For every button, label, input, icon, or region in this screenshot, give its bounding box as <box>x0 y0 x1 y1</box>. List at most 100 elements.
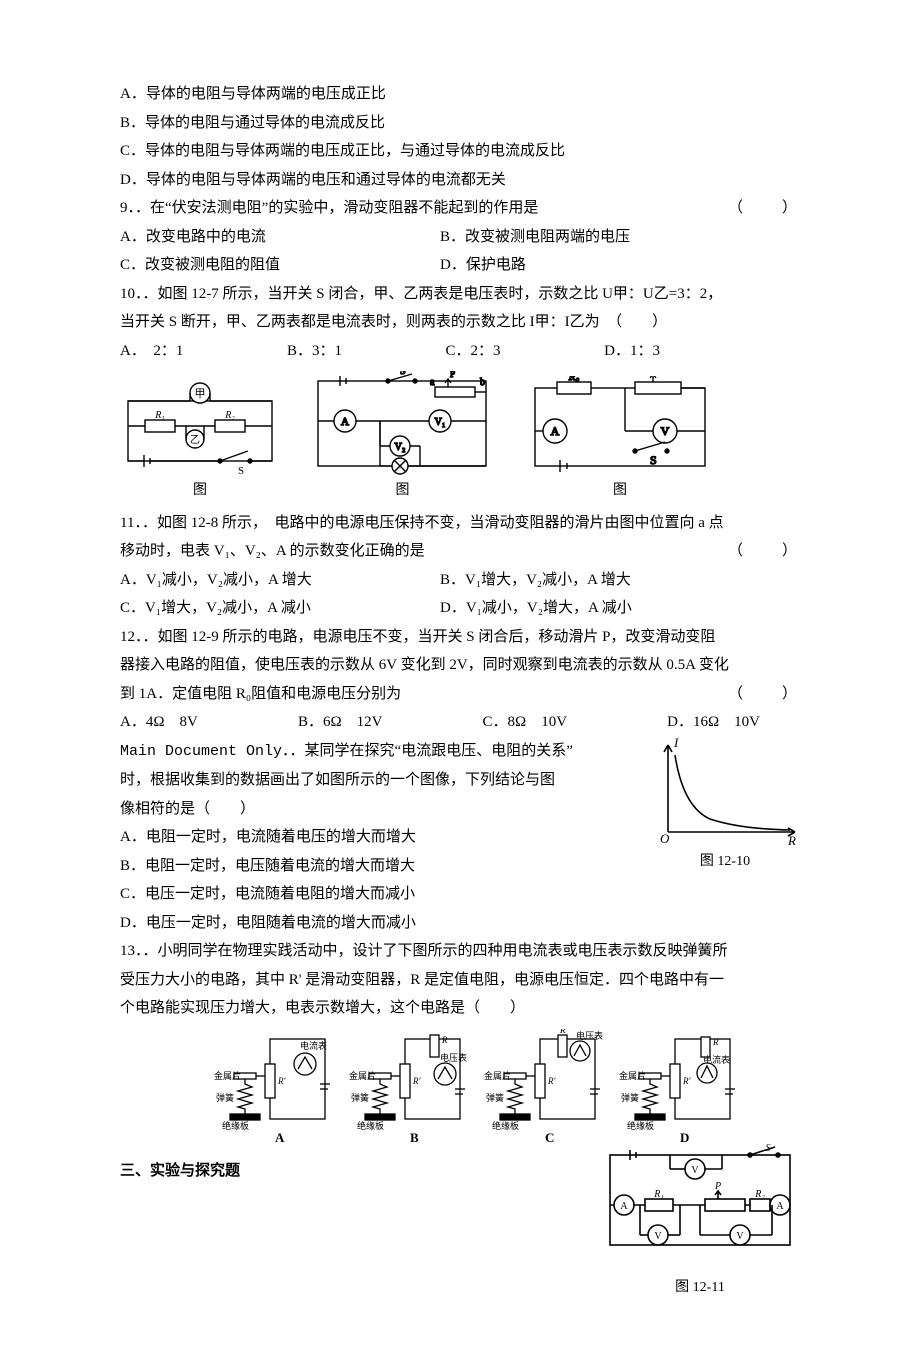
figure-12-9: R₀ P A V <box>525 376 715 505</box>
q11-stem2: 移动时，电表 V₁、V₂、A 的示数变化正确的是 <box>120 537 425 566</box>
svg-text:S: S <box>238 465 244 476</box>
q9-opt-d: D．保护电路 <box>440 251 526 280</box>
fig7-caption: 图 <box>120 478 280 505</box>
svg-text:O: O <box>660 831 670 846</box>
q10-stem1: 10．．如图 12-7 所示，当开关 S 闭合，甲、乙两表是电压表时，示数之比 … <box>120 280 800 309</box>
svg-text:R₂: R₂ <box>754 1189 765 1200</box>
figure-12-10: I R O 图 12-10 <box>650 737 800 876</box>
qmdo-opt-c: C．电压一定时，电流随着电阻的增大而减小 <box>120 880 800 909</box>
svg-text:D: D <box>680 1130 689 1145</box>
figure-12-8: S a b P A V₁ V₂ <box>310 371 495 505</box>
svg-text:R: R <box>712 1037 719 1047</box>
q9-opts-row2: C．改变被测电阻的阻值 D．保护电路 <box>120 251 800 280</box>
svg-text:b: b <box>480 377 485 388</box>
q12-opt-d: D．16Ω 10V <box>667 708 760 737</box>
q11-opt-c: C．V₁增大，V₂减小，A 减小 <box>120 594 440 623</box>
svg-text:P: P <box>659 376 665 378</box>
q11-row2: C．V₁增大，V₂减小，A 减小 D．V₁减小，V₂增大，A 减小 <box>120 594 800 623</box>
svg-text:V₂: V₂ <box>395 442 406 453</box>
q8-option-b: B．导体的电阻与通过导体的电流成反比 <box>120 109 800 138</box>
svg-text:R': R' <box>277 1076 286 1086</box>
q10-opt-b: B．3：1 <box>287 337 342 366</box>
svg-text:R: R <box>787 833 796 847</box>
q13-panels-svg: 金属片 弹簧 绝缘板 R' 电流表 A <box>210 1029 750 1149</box>
q12-opt-b: B．6Ω 12V <box>298 708 383 737</box>
figure-12-7: 甲 乙 R₁ R₂ S 图 <box>120 381 280 505</box>
svg-text:R': R' <box>412 1076 421 1086</box>
fig9-caption: 图 <box>525 478 715 505</box>
q13-stem3: 个电路能实现压力增大，电表示数增大，这个电路是（ ） <box>120 994 800 1023</box>
q10-opts: A． 2：1 B．3：1 C．2：3 D．1：3 <box>120 337 660 366</box>
q12-paren: （ ） <box>728 680 800 709</box>
q9-opt-b: B．改变被测电阻两端的电压 <box>440 223 630 252</box>
q11-opt-b: B．V₁增大，V₂减小，A 增大 <box>440 566 631 595</box>
svg-text:S: S <box>400 371 406 377</box>
svg-text:I: I <box>673 737 679 750</box>
svg-text:R₂: R₂ <box>224 410 235 421</box>
svg-text:C: C <box>545 1130 554 1145</box>
svg-text:S: S <box>766 1143 771 1154</box>
svg-text:B: B <box>410 1130 419 1145</box>
svg-text:电流表: 电流表 <box>300 1040 327 1051</box>
q11-opt-d: D．V₁减小，V₂增大，A 减小 <box>440 594 632 623</box>
svg-text:弹簧: 弹簧 <box>216 1092 234 1103</box>
q11-stem1: 11．．如图 12-8 所示， 电路中的电源电压保持不变，当滑动变阻器的滑片由图… <box>120 509 800 538</box>
q12-opt-a: A．4Ω 8V <box>120 708 198 737</box>
svg-text:V₁: V₁ <box>435 417 446 428</box>
q11-row1: A．V₁减小，V₂减小，A 增大 B．V₁增大，V₂减小，A 增大 <box>120 566 800 595</box>
svg-text:R: R <box>559 1029 566 1035</box>
q10-opt-c: C．2：3 <box>446 337 501 366</box>
svg-text:P: P <box>450 371 455 379</box>
q8-option-d: D．导体的电阻与导体两端的电压和通过导体的电流都无关 <box>120 166 800 195</box>
q8-option-a: A．导体的电阻与导体两端的电压成正比 <box>120 80 800 109</box>
qmdo-lead: Main Document Only．． <box>120 743 305 760</box>
svg-text:绝缘板: 绝缘板 <box>492 1120 519 1131</box>
svg-text:A: A <box>341 416 349 428</box>
q9-opt-a: A．改变电路中的电流 <box>120 223 440 252</box>
q11-opt-a: A．V₁减小，V₂减小，A 增大 <box>120 566 440 595</box>
svg-text:R': R' <box>682 1076 691 1086</box>
q9-opt-c: C．改变被测电阻的阻值 <box>120 251 440 280</box>
svg-text:弹簧: 弹簧 <box>351 1092 369 1103</box>
svg-text:绝缘板: 绝缘板 <box>627 1120 654 1131</box>
q12-opt-c: C．8Ω 10V <box>483 708 568 737</box>
svg-text:乙: 乙 <box>190 434 200 446</box>
svg-text:A: A <box>551 424 560 438</box>
svg-text:绝缘板: 绝缘板 <box>222 1120 249 1131</box>
qmdo-stem1: 某同学在探究“电流跟电压、电阻的关系” <box>305 743 573 759</box>
q10-opt-d: D．1：3 <box>604 337 660 366</box>
svg-text:绝缘板: 绝缘板 <box>357 1120 384 1131</box>
q10-opt-a: A． 2：1 <box>120 337 183 366</box>
figures-row: 甲 乙 R₁ R₂ S 图 S a b <box>120 371 800 505</box>
svg-text:弹簧: 弹簧 <box>621 1092 639 1103</box>
svg-text:甲: 甲 <box>195 388 206 400</box>
fig11-caption: 图 12-11 <box>600 1275 800 1302</box>
svg-text:金属片: 金属片 <box>619 1070 646 1081</box>
svg-text:弹簧: 弹簧 <box>486 1092 504 1103</box>
qmdo-opt-d: D．电压一定时，电阻随着电流的增大而减小 <box>120 909 800 938</box>
svg-text:V: V <box>736 1231 744 1242</box>
q9-opts-row1: A．改变电路中的电流 B．改变被测电阻两端的电压 <box>120 223 800 252</box>
svg-text:P: P <box>714 1181 721 1192</box>
svg-text:A: A <box>620 1201 628 1212</box>
svg-text:金属片: 金属片 <box>214 1070 241 1081</box>
q12-stem3: 到 1A．定值电阻 R₀阻值和电源电压分别为 <box>120 680 401 709</box>
q13-figures: 金属片 弹簧 绝缘板 R' 电流表 A <box>160 1029 800 1149</box>
q8-option-c: C．导体的电阻与导体两端的电压成正比，与通过导体的电流成反比 <box>120 137 800 166</box>
svg-text:电流表: 电流表 <box>703 1054 730 1065</box>
q9-stem: 9．．在“伏安法测电阻”的实验中，滑动变阻器不能起到的作用是 <box>120 194 538 223</box>
svg-text:V: V <box>691 1165 699 1176</box>
svg-text:R₁: R₁ <box>653 1189 664 1200</box>
svg-text:金属片: 金属片 <box>484 1070 511 1081</box>
svg-text:A: A <box>776 1201 784 1212</box>
q11-paren: （ ） <box>728 537 800 566</box>
q9-paren: （ ） <box>728 194 800 223</box>
svg-text:V: V <box>661 424 670 438</box>
svg-text:电压表: 电压表 <box>440 1052 467 1063</box>
svg-text:V: V <box>654 1231 662 1242</box>
fig8-caption: 图 <box>310 478 495 505</box>
svg-text:a: a <box>430 377 435 388</box>
svg-text:金属片: 金属片 <box>349 1070 376 1081</box>
svg-text:R: R <box>441 1035 448 1045</box>
svg-text:S: S <box>650 453 657 467</box>
